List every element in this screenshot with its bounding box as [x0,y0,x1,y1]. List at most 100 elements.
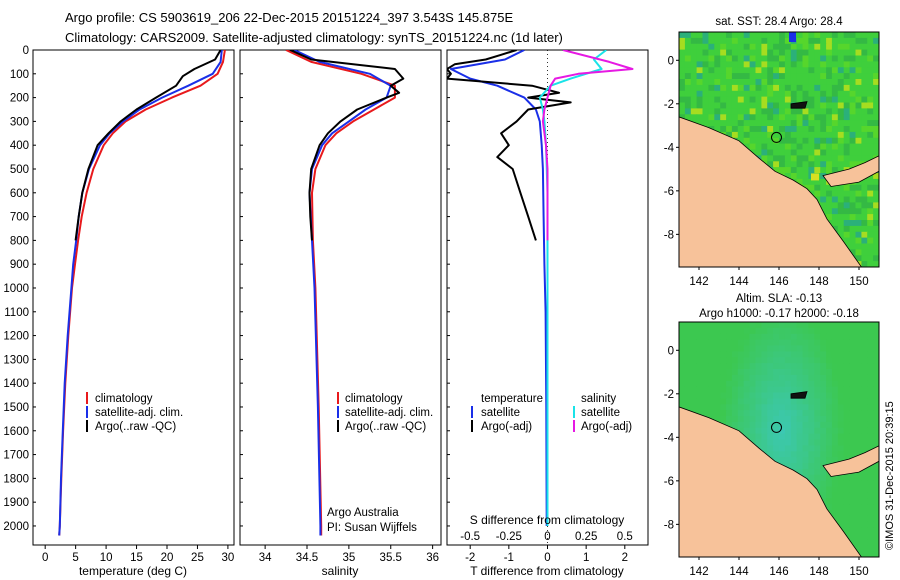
sea-cell [802,90,809,98]
map-x-tick-label: 146 [769,566,788,578]
sea-cell [790,439,798,446]
sea-cell [831,339,839,347]
sea-cell [790,374,798,382]
sea-cell [873,208,879,215]
sea-cell [714,37,721,45]
sea-cell [743,79,751,86]
sea-cell [784,427,792,435]
sea-cell [779,131,786,139]
sea-cell [820,61,827,68]
sea-cell [749,67,757,74]
sea-cell [696,410,704,417]
annotation-pi: PI: Susan Wijffels [327,522,417,534]
sea-cell [826,380,833,388]
sea-cell [867,468,874,476]
sea-cell [837,190,845,198]
sea-cell [837,486,845,493]
sea-cell [861,143,868,151]
sea-cell [861,322,868,329]
sea-cell [690,363,698,370]
sea-cell [814,190,821,198]
sst-anomaly-cell [789,32,796,42]
sea-cell [767,410,774,417]
sea-cell [849,404,857,411]
sea-cell [690,327,698,335]
sea-cell [767,416,774,423]
sea-cell [826,202,833,209]
sea-cell [802,363,809,370]
sea-cell [849,32,857,39]
sea-cell [779,32,786,39]
sea-cell [861,137,868,145]
sea-cell [873,345,879,352]
sea-cell [831,126,839,133]
sea-cell [873,173,879,180]
sea-cell [684,37,692,45]
sea-cell [679,114,686,121]
sea-cell [679,357,686,364]
sea-cell [820,96,827,104]
sea-cell [814,416,821,423]
sea-cell [696,392,704,399]
sea-cell [779,433,786,441]
sea-cell [708,333,715,341]
sea-cell [755,90,762,98]
sea-cell [826,155,833,162]
sea-cell [814,404,821,411]
sea-cell [796,363,804,370]
sea-cell [749,108,757,115]
sea-cell [761,55,768,62]
sea-cell [784,357,792,364]
sea-cell [814,392,821,399]
sea-cell [737,120,745,127]
sea-cell [773,421,780,429]
sea-cell [796,433,804,441]
sea-cell [755,333,762,341]
sea-cell [855,243,862,250]
sea-cell [855,96,862,104]
sea-cell [814,108,821,115]
salinity-legend: climatology satellite-adj. clim. Argo(..… [327,392,433,534]
sea-cell [726,108,733,115]
sea-cell [814,90,821,98]
sea-cell [737,416,745,423]
sea-cell [690,345,698,352]
sea-cell [743,120,751,127]
sea-cell [690,404,698,411]
sea-cell [837,451,845,458]
sea-cell [743,351,751,358]
sea-cell [702,67,709,74]
sea-cell [784,108,792,115]
sea-cell [755,37,762,45]
sea-cell [802,416,809,423]
sea-cell [779,427,786,435]
sea-cell [855,480,862,488]
sea-cell [873,225,879,233]
sea-cell [749,351,757,358]
sea-cell [831,208,839,215]
sea-cell [873,214,879,221]
sea-cell [831,161,839,168]
land-manus [790,101,808,109]
sea-cell [837,404,845,411]
sea-cell [743,427,751,435]
sea-cell [867,515,874,523]
sea-cell [731,398,739,405]
sea-cell [820,178,827,186]
sea-cell [855,84,862,92]
sea-cell [837,445,845,452]
sea-cell [855,533,862,540]
sea-cell [861,433,868,441]
sea-cell [867,380,874,388]
sea-cell [684,32,692,39]
sea-cell [761,61,768,68]
sea-cell [861,404,868,411]
sea-cell [726,90,733,98]
sea-cell [843,486,851,493]
sea-cell [814,374,821,382]
sea-cell [679,84,686,92]
sea-cell [743,67,751,74]
sea-cell [855,521,862,529]
sea-cell [802,451,809,458]
sea-cell [749,143,757,151]
